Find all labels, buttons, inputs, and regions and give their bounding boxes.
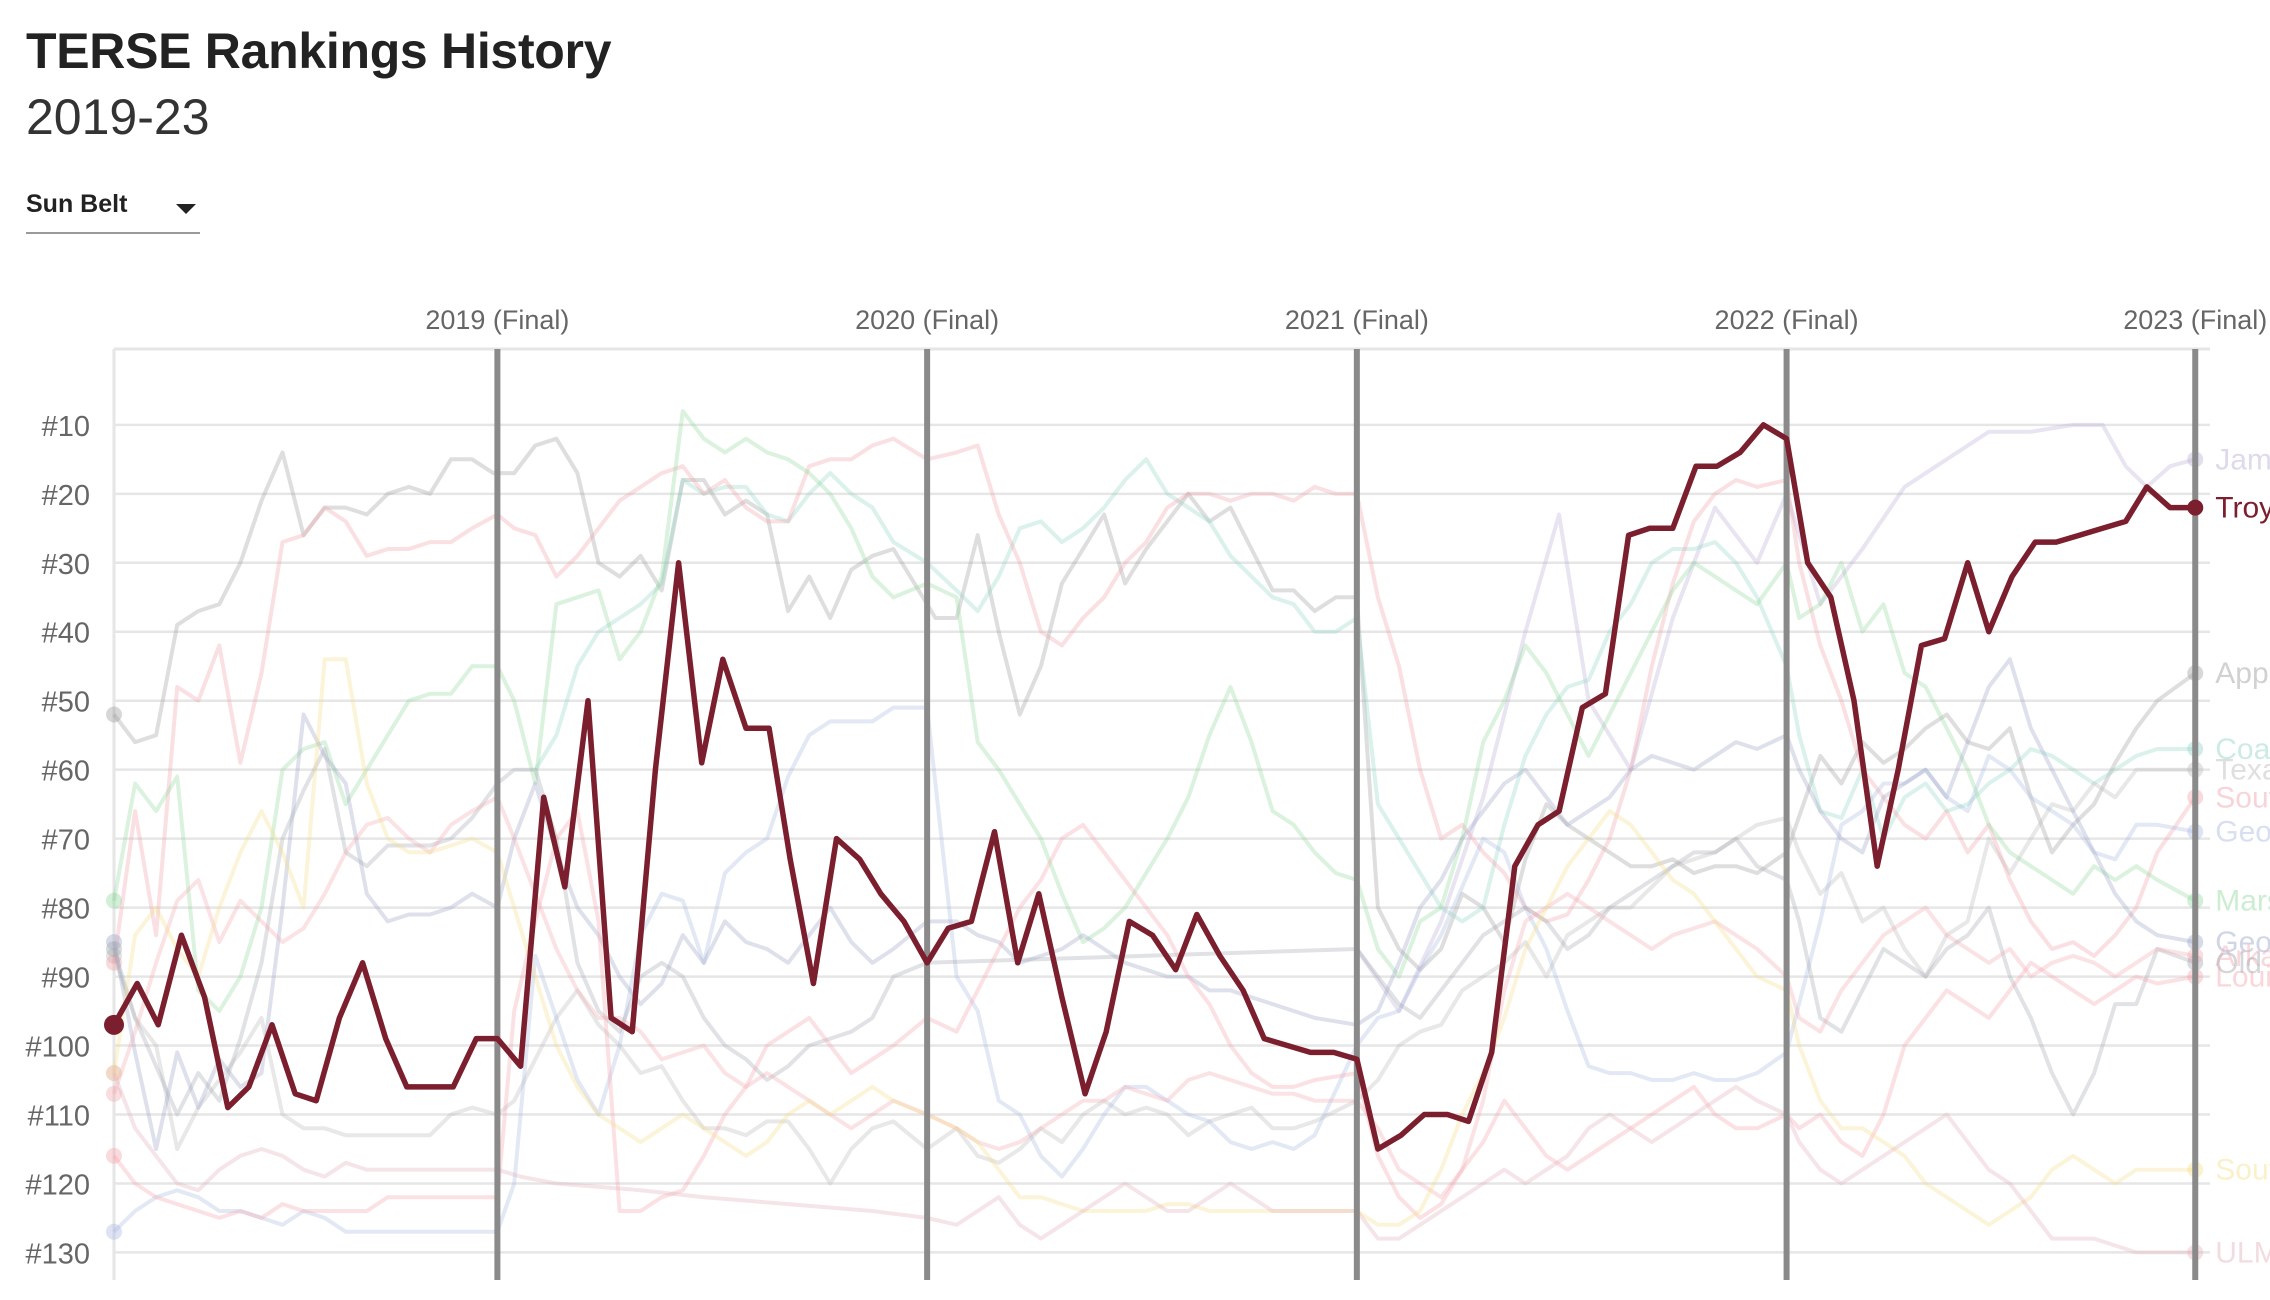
series-start-point — [106, 1223, 122, 1240]
series-line — [112, 657, 2196, 1151]
final-marker-label: 2020 (Final) — [855, 305, 999, 335]
series-end-label: Arkansas State: #87 — [2215, 940, 2270, 973]
y-tick-label: #10 — [42, 411, 90, 443]
background-series-layer — [106, 409, 2204, 1261]
series-end-label: Texas State: #60 — [2215, 754, 2270, 787]
y-tick-label: #60 — [42, 756, 90, 788]
series-end-label: James Madison: #15 — [2215, 443, 2270, 476]
series-line — [1355, 422, 2196, 1013]
series-line — [112, 795, 2196, 1200]
series-start-point — [106, 954, 122, 971]
highlight-start-point — [104, 1014, 124, 1035]
series-start-point — [106, 1065, 122, 1082]
final-marker-label: 2022 (Final) — [1715, 305, 1859, 335]
page-subtitle: 2019-23 — [26, 89, 210, 145]
series-start-point — [106, 1065, 122, 1082]
final-marker-label: 2023 (Final) — [2123, 305, 2267, 335]
highlight-end-label: Troy: #22 — [2215, 492, 2270, 525]
y-tick-label: #110 — [28, 1100, 90, 1132]
series-line — [112, 436, 2197, 964]
series-end-label: Old Dominion: #88 — [2215, 947, 2270, 980]
y-tick-label: #70 — [42, 825, 90, 857]
series-end-label: Georgia State: #69 — [2215, 816, 2270, 849]
series-end-label: Coastal Carolina: #57 — [2215, 733, 2270, 766]
y-tick-label: #130 — [25, 1238, 90, 1270]
series-start-point — [106, 947, 122, 964]
series-end-label: Southern Miss: #118 — [2215, 1154, 2270, 1187]
series-end-label: ULM: #130 — [2215, 1236, 2270, 1269]
final-marker-label: 2019 (Final) — [425, 305, 569, 335]
series-start-point — [106, 1085, 122, 1102]
series-start-point — [106, 892, 122, 909]
series-start-point — [106, 1147, 122, 1164]
series-line — [533, 457, 2196, 924]
y-tick-label: #50 — [42, 687, 90, 719]
y-tick-label: #20 — [42, 480, 90, 512]
series-start-point — [106, 940, 122, 957]
series-line — [112, 1072, 2196, 1255]
series-line — [112, 657, 2196, 1227]
series-end-label: South Alabama: #64 — [2215, 781, 2270, 814]
highlight-end-point — [2187, 499, 2204, 516]
series-line — [112, 809, 2196, 1220]
series-start-point — [106, 706, 122, 723]
y-tick-label: #30 — [42, 549, 90, 581]
final-marker-label: 2021 (Final) — [1285, 305, 1429, 335]
series-end-label: Marshall: #79 — [2215, 885, 2270, 918]
conference-dropdown-value: Sun Belt — [26, 190, 128, 218]
y-tick-label: #120 — [25, 1169, 90, 1201]
grid-layer: #10 #20 #30 #40 #50 #60 #70 #80 #90 #100 #110 #120 #… — [25, 347, 2210, 1280]
series-end-label: Appalachian State: #46 — [2215, 657, 2270, 690]
chevron-down-icon[interactable] — [176, 204, 196, 214]
series-start-point — [106, 934, 122, 951]
series-end-label: Georgia Southern: #85 — [2215, 926, 2270, 959]
y-tick-label: #90 — [42, 963, 90, 995]
final-markers-layer: 2019 (Final) 2020 (Final) 2021 (Final) 2022… — [425, 305, 2267, 1280]
series-line — [112, 705, 2196, 1234]
highlight-series-layer — [104, 422, 2204, 1152]
y-tick-label: #100 — [25, 1032, 90, 1064]
series-line — [112, 409, 2197, 1013]
series-end-label: Louisiana-Lafayette: #90 — [2215, 961, 2270, 994]
y-tick-label: #80 — [42, 894, 90, 926]
highlight-series-line — [111, 422, 2196, 1152]
y-tick-label: #40 — [42, 618, 90, 650]
series-line — [112, 767, 2196, 1186]
page-title: TERSE Rankings History — [26, 23, 612, 79]
end-labels-layer: James Madison: #15 Troy: #22 Appalachian S… — [2215, 443, 2270, 1269]
conference-dropdown[interactable]: Sun Belt — [26, 186, 200, 234]
series-line — [112, 436, 2197, 972]
